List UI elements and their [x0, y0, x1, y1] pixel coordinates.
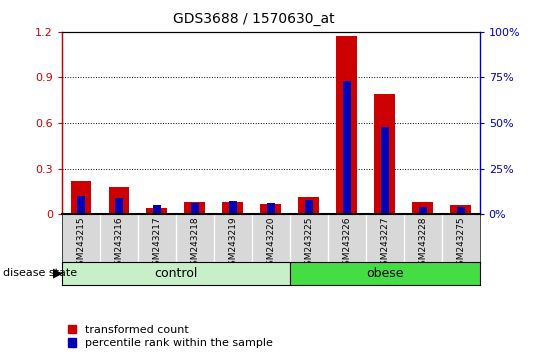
- Bar: [305, 200, 313, 214]
- Text: GSM243227: GSM243227: [381, 217, 389, 271]
- Text: GSM243217: GSM243217: [153, 217, 161, 271]
- Text: GDS3688 / 1570630_at: GDS3688 / 1570630_at: [172, 12, 334, 27]
- Text: GSM243225: GSM243225: [305, 217, 313, 271]
- Bar: [419, 207, 426, 214]
- Bar: [147, 208, 168, 214]
- Bar: [184, 202, 205, 214]
- Text: GSM243228: GSM243228: [418, 217, 427, 271]
- Bar: [336, 36, 357, 214]
- Text: disease state: disease state: [3, 268, 77, 278]
- Text: control: control: [154, 267, 198, 280]
- Bar: [77, 196, 85, 214]
- Bar: [71, 181, 92, 214]
- Text: ▶: ▶: [53, 267, 63, 280]
- Bar: [412, 202, 433, 214]
- Text: GSM243218: GSM243218: [190, 217, 199, 271]
- Bar: [115, 198, 123, 214]
- Bar: [457, 207, 465, 214]
- Bar: [153, 205, 161, 214]
- Bar: [450, 205, 471, 214]
- Bar: [108, 187, 129, 214]
- Bar: [299, 198, 319, 214]
- Text: GSM243275: GSM243275: [456, 217, 465, 271]
- Bar: [229, 201, 237, 214]
- Bar: [191, 203, 199, 214]
- Bar: [343, 81, 350, 214]
- Text: GSM243226: GSM243226: [342, 217, 351, 271]
- Bar: [223, 202, 243, 214]
- Text: obese: obese: [366, 267, 404, 280]
- Legend: transformed count, percentile rank within the sample: transformed count, percentile rank withi…: [67, 325, 273, 348]
- Text: GSM243219: GSM243219: [229, 217, 237, 271]
- Bar: [374, 94, 395, 214]
- Bar: [267, 203, 275, 214]
- Bar: [260, 204, 281, 214]
- Text: GSM243215: GSM243215: [77, 217, 86, 271]
- Text: GSM243216: GSM243216: [114, 217, 123, 271]
- Text: GSM243220: GSM243220: [266, 217, 275, 271]
- Bar: [381, 127, 389, 214]
